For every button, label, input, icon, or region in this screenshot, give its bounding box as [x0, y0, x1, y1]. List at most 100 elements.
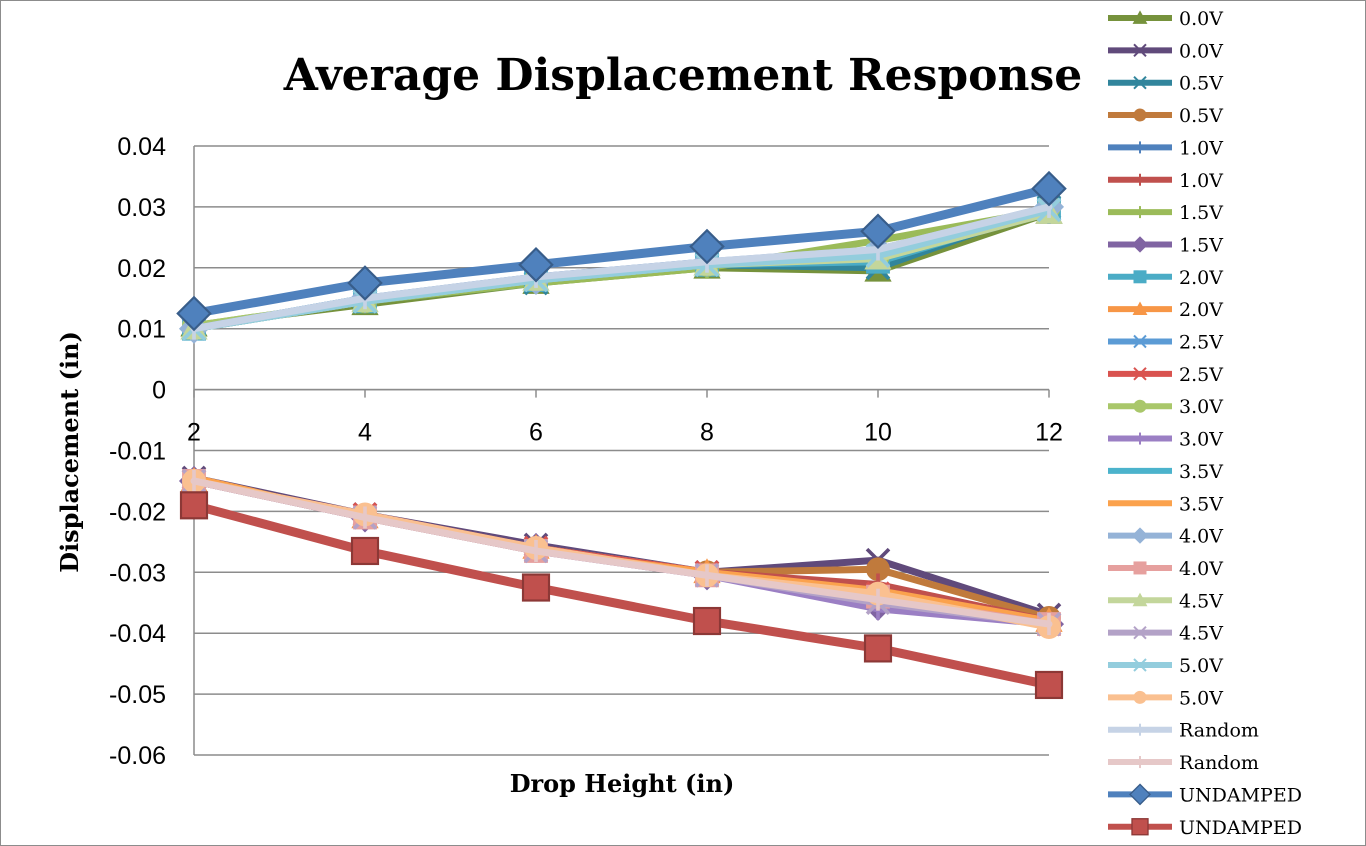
legend-label: 3.0V	[1179, 429, 1223, 451]
y-axis-ticks: 0.04 0.03 0.02 0.01 0 -0.01 -0.02 -0.03 -0.04 -0.…	[109, 133, 166, 770]
legend-item: 2.5V	[1108, 364, 1223, 386]
legend-item: Random	[1108, 720, 1259, 742]
legend-item: 1.0V	[1108, 137, 1223, 159]
legend-label: 0.0V	[1179, 40, 1223, 62]
legend-label: 0.5V	[1179, 73, 1223, 95]
data-point	[521, 573, 551, 602]
chart-title: Average Displacement Response	[283, 50, 1083, 101]
legend-item: 4.0V	[1108, 526, 1223, 548]
legend-marker	[1133, 270, 1147, 284]
y-tick-label: -0.05	[109, 681, 166, 709]
y-tick-label: 0.03	[117, 194, 166, 222]
legend-label: UNDAMPED	[1179, 784, 1302, 806]
legend-item: 4.5V	[1108, 623, 1223, 645]
legend-label: 0.5V	[1179, 105, 1223, 127]
y-tick-label: 0	[152, 377, 166, 405]
legend-marker	[1131, 236, 1149, 253]
data-point	[347, 265, 383, 301]
legend-item: 3.5V	[1108, 493, 1223, 515]
legend-item: 3.0V	[1108, 396, 1223, 418]
legend-item: 2.5V	[1108, 332, 1223, 354]
legend-label: 2.0V	[1179, 267, 1223, 289]
legend-item: 2.0V	[1108, 267, 1223, 289]
series-line	[190, 203, 1053, 333]
legend-label: 4.5V	[1179, 590, 1223, 612]
x-tick-label: 4	[358, 419, 372, 447]
legend-item: 1.5V	[1108, 234, 1223, 256]
legend-label: 2.5V	[1179, 332, 1223, 354]
legend-item: 3.5V	[1108, 461, 1223, 483]
legend-item: 1.5V	[1108, 202, 1223, 224]
x-tick-label: 6	[529, 419, 543, 447]
data-point	[518, 246, 554, 283]
legend-label: 2.5V	[1179, 364, 1223, 386]
series-layer	[176, 170, 1067, 700]
data-point	[1031, 170, 1067, 207]
series-undamped-24	[176, 170, 1067, 332]
legend-marker	[1133, 561, 1147, 575]
legend-label: 3.5V	[1179, 493, 1223, 515]
legend-label: 4.0V	[1179, 558, 1223, 580]
gridlines	[193, 145, 1049, 756]
legend-label: 1.5V	[1179, 202, 1223, 224]
series-line	[190, 477, 1053, 628]
data-point	[179, 491, 209, 520]
legend-item: 0.0V	[1108, 8, 1223, 30]
y-axis-title: Displacement (in)	[55, 331, 84, 573]
legend-item: 1.0V	[1108, 170, 1223, 192]
y-tick-label: -0.04	[109, 620, 166, 648]
legend-marker	[1133, 658, 1147, 672]
legend-label: 5.0V	[1179, 687, 1223, 709]
legend: 0.0V 0.0V 0.5V 0.5V 1.0V 1.0V 1.5V 1.5V 2.0V 2.0V…	[1108, 8, 1302, 839]
legend-item: 5.0V	[1108, 655, 1223, 677]
legend-marker	[1133, 690, 1147, 704]
x-axis-title: Drop Height (in)	[510, 769, 735, 798]
legend-item: 5.0V	[1108, 687, 1223, 709]
legend-marker	[1133, 399, 1147, 413]
legend-label: 0.0V	[1179, 8, 1223, 30]
legend-label: Random	[1179, 752, 1259, 774]
y-tick-label: 0.02	[117, 255, 166, 283]
y-tick-label: -0.02	[109, 498, 166, 526]
legend-label: 2.0V	[1179, 299, 1223, 321]
legend-item: 4.5V	[1108, 590, 1223, 612]
legend-item: 3.0V	[1108, 429, 1223, 451]
y-tick-label: 0.01	[117, 316, 166, 344]
data-point	[1034, 670, 1064, 700]
series-random-23	[190, 469, 1053, 636]
series-line	[189, 500, 1054, 690]
data-point	[350, 536, 380, 566]
legend-label: UNDAMPED	[1179, 817, 1302, 839]
y-tick-label: -0.03	[109, 559, 166, 587]
x-tick-label: 10	[864, 419, 892, 447]
legend-item: 2.0V	[1108, 299, 1223, 321]
legend-marker	[1132, 592, 1148, 607]
series-line	[189, 184, 1054, 318]
y-tick-label: -0.06	[109, 742, 166, 770]
data-point	[863, 634, 893, 663]
legend-label: 4.5V	[1179, 623, 1223, 645]
legend-marker	[1133, 43, 1147, 58]
y-tick-label: -0.01	[109, 438, 166, 466]
legend-marker	[1133, 108, 1147, 122]
legend-item: UNDAMPED	[1108, 783, 1302, 806]
legend-item: UNDAMPED	[1108, 817, 1302, 839]
legend-item: 0.5V	[1108, 105, 1223, 127]
legend-marker	[1131, 527, 1149, 544]
x-axis-ticks: 2 4 6 8 10 12	[187, 389, 1063, 447]
y-tick-label: 0.04	[117, 133, 166, 161]
legend-marker	[1133, 367, 1147, 381]
legend-label: 3.5V	[1179, 461, 1223, 483]
legend-item: 0.0V	[1108, 40, 1223, 62]
legend-label: 1.5V	[1179, 234, 1223, 256]
legend-marker	[1133, 334, 1147, 349]
legend-marker	[1131, 818, 1149, 836]
legend-label: 3.0V	[1179, 396, 1223, 418]
legend-label: 1.0V	[1179, 137, 1223, 159]
data-point	[176, 295, 212, 332]
x-tick-label: 2	[187, 419, 201, 447]
data-point	[689, 228, 725, 265]
legend-marker	[1132, 301, 1148, 316]
